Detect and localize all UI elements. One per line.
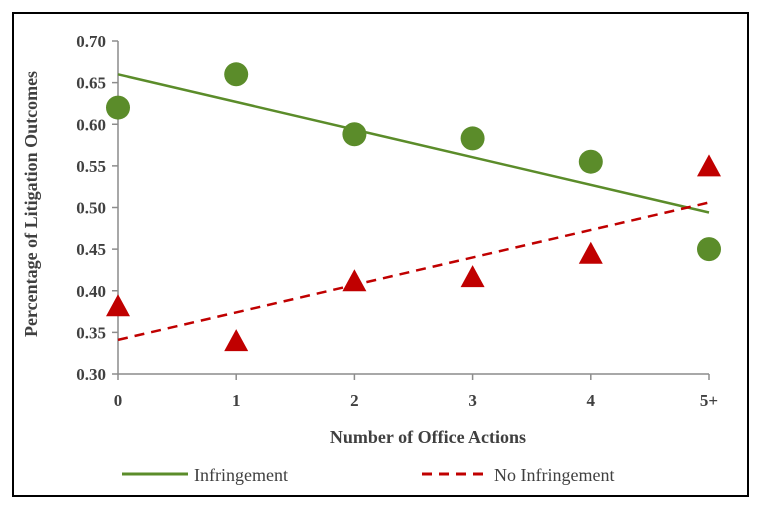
y-tick-label: 0.70 (76, 32, 106, 51)
y-tick-label: 0.30 (76, 365, 106, 384)
axes-group (117, 41, 709, 375)
point-no-infringement (578, 241, 603, 264)
point-infringement (460, 126, 485, 151)
x-axis-title: Number of Office Actions (330, 427, 526, 447)
point-no-infringement (460, 265, 485, 288)
legend-label-infringement: Infringement (194, 465, 288, 485)
trendline-infringement (117, 73, 710, 214)
y-tick-label: 0.65 (76, 74, 106, 93)
x-ticks-group: 0 1 2 3 4 5+ (114, 374, 718, 410)
x-tick-label: 1 (232, 391, 241, 410)
y-tick-label: 0.35 (76, 323, 106, 342)
point-infringement (342, 122, 367, 147)
points-group (106, 62, 721, 352)
y-tick-label: 0.55 (76, 157, 106, 176)
point-infringement (697, 237, 721, 262)
point-no-infringement (224, 329, 249, 352)
x-tick-label: 2 (350, 391, 359, 410)
y-tick-label: 0.45 (76, 240, 106, 259)
point-no-infringement (697, 154, 721, 177)
legend-label-no-infringement: No Infringement (494, 465, 614, 485)
point-infringement (578, 149, 603, 174)
trendline-no-infringement (117, 201, 710, 342)
x-tick-label: 4 (587, 391, 596, 410)
trendlines-group (117, 73, 710, 342)
y-axis-title: Percentage of Litigation Outcomes (21, 71, 41, 337)
point-no-infringement (342, 269, 367, 292)
y-ticks-group: 0.30 0.35 0.40 0.45 0.50 0.55 0.60 0.65 0.70 (76, 32, 118, 384)
y-tick-label: 0.60 (76, 115, 106, 134)
x-tick-label: 0 (114, 391, 123, 410)
y-tick-label: 0.50 (76, 199, 106, 218)
legend: Infringement No Infringement (122, 465, 614, 485)
point-no-infringement (106, 294, 130, 317)
chart-frame (12, 12, 749, 497)
point-infringement (224, 62, 249, 87)
x-tick-label: 5+ (700, 391, 718, 410)
y-tick-label: 0.40 (76, 282, 106, 301)
x-tick-label: 3 (468, 391, 477, 410)
point-infringement (106, 95, 130, 120)
